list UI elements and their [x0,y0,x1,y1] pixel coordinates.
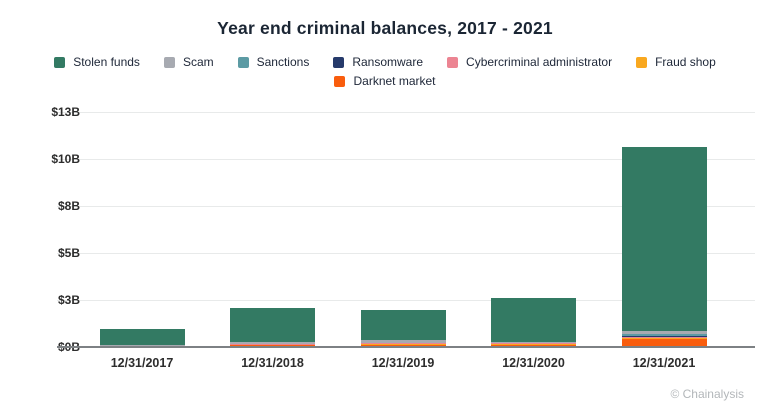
bar-segment-fraud-shop-12-31-2021[interactable] [621,337,707,339]
bar-segment-stolen-funds-12-31-2017[interactable] [99,328,185,345]
gridline [57,300,755,301]
legend-item-cybercriminal-administrator[interactable]: Cybercriminal administrator [447,55,612,69]
legend-item-scam[interactable]: Scam [163,55,214,69]
legend-row: Darknet market [334,74,436,88]
legend-item-fraud-shop[interactable]: Fraud shop [636,55,716,69]
bar-segment-scam-12-31-2020[interactable] [491,342,576,344]
y-axis-tick-label: $3B [57,293,80,307]
bar-segment-stolen-funds-12-31-2021[interactable] [621,146,707,331]
bar-segment-scam-12-31-2021[interactable] [621,330,707,335]
bar-segment-stolen-funds-12-31-2020[interactable] [491,298,576,343]
x-axis-label: 12/31/2019 [371,356,435,370]
legend-label: Stolen funds [73,55,140,69]
bar-segment-sanctions-12-31-2021[interactable] [621,334,707,337]
chart-title: Year end criminal balances, 2017 - 2021 [217,18,553,38]
cybercriminal-administrator-swatch-icon [447,56,459,68]
x-axis-line [57,346,755,348]
legend-label: Sanctions [256,55,310,69]
x-axis-label: 12/31/2018 [241,356,304,370]
stolen-funds-swatch-icon [54,56,66,68]
bar-segment-ransomware-12-31-2021[interactable] [621,336,707,337]
bar-segment-darknet-market-12-31-2020[interactable] [491,343,576,347]
gridline [57,159,755,160]
legend-row: Stolen funds Scam Sanctions Ransomware Cyber… [54,55,716,69]
scam-swatch-icon [163,56,175,68]
gridline [57,206,755,207]
bar-segment-fraud-shop-12-31-2019[interactable] [360,342,446,345]
y-axis-tick-label: $10B [51,152,80,166]
bar-segment-darknet-market-12-31-2021[interactable] [621,338,707,347]
bar-segment-scam-12-31-2019[interactable] [360,340,446,343]
x-axis-label: 12/31/2017 [110,356,174,370]
bar-segment-stolen-funds-12-31-2018[interactable] [230,308,315,342]
y-axis-tick-label: $8B [57,199,80,213]
legend-item-sanctions[interactable]: Sanctions [237,55,310,69]
legend-item-stolen-funds[interactable]: Stolen funds [54,55,140,69]
x-axis-label: 12/31/2020 [502,356,565,370]
bar-segment-darknet-market-12-31-2018[interactable] [230,344,315,347]
bar-segment-darknet-market-12-31-2019[interactable] [360,344,446,347]
sanctions-swatch-icon [237,56,249,68]
bar-segment-stolen-funds-12-31-2019[interactable] [360,309,446,341]
gridline [57,112,755,113]
legend-label: Ransomware [352,55,424,69]
fraud-shop-swatch-icon [636,56,648,68]
bar-segment-scam-12-31-2017[interactable] [99,344,185,346]
darknet-market-swatch-icon [334,75,346,87]
legend-item-ransomware[interactable]: Ransomware [333,55,423,69]
legend-label: Darknet market [353,74,436,88]
legend-item-darknet-market[interactable]: Darknet market [334,74,436,88]
bar-segment-scam-12-31-2018[interactable] [230,341,315,345]
legend-label: Scam [182,55,214,69]
legend-label: Cybercriminal administrator [466,55,613,69]
y-axis-tick-label: $13B [51,105,80,119]
credit-text: © Chainalysis [670,387,744,401]
ransomware-swatch-icon [333,56,345,68]
legend: Stolen funds Scam Sanctions Ransomware Cyber… [0,55,770,88]
y-axis-tick-label: $5B [57,246,80,260]
x-axis-label: 12/31/2021 [632,356,696,370]
gridline [57,253,755,254]
legend-label: Fraud shop [655,55,716,69]
